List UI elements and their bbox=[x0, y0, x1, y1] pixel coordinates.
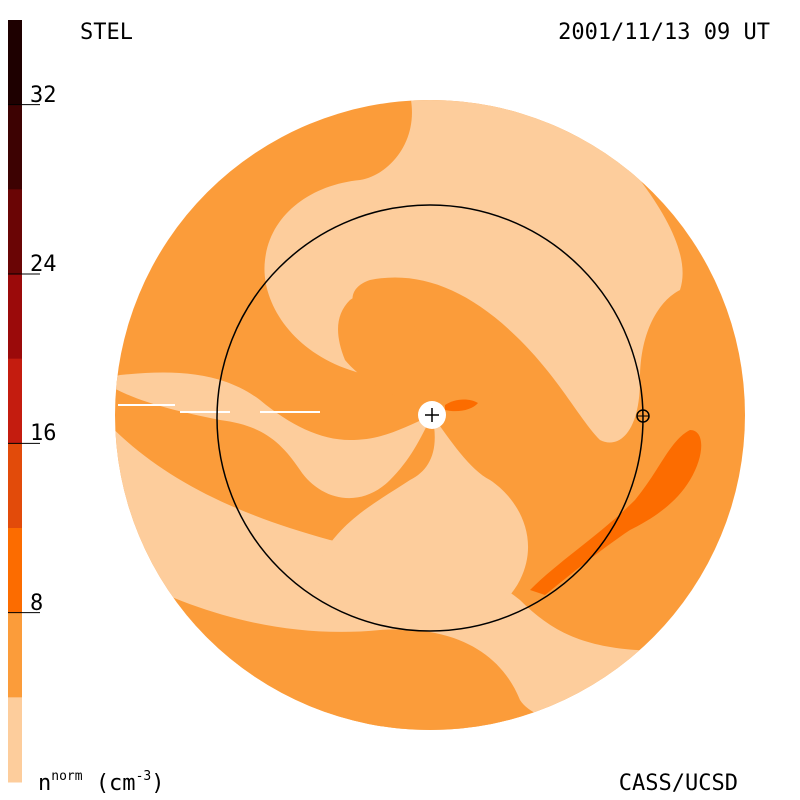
colorbar-tick-label: 8 bbox=[30, 590, 44, 616]
colorbar-segment bbox=[8, 528, 22, 614]
instrument-title: STEL bbox=[80, 20, 133, 45]
unit-close: ) bbox=[151, 771, 165, 796]
dense-streak-right bbox=[530, 430, 702, 595]
dense-blob-center bbox=[445, 399, 478, 412]
colorbar-tick-label: 32 bbox=[30, 82, 57, 108]
unit-sup-exp: -3 bbox=[135, 769, 152, 784]
unit-open: (cm bbox=[95, 771, 136, 796]
colorbar-segment bbox=[8, 189, 22, 275]
colorbar-segment bbox=[8, 443, 22, 529]
colorbar-tick-label: 24 bbox=[30, 252, 57, 277]
colorbar-segment bbox=[8, 358, 22, 444]
orange-swirl-core bbox=[338, 292, 499, 415]
colorbar-segment bbox=[8, 274, 22, 360]
colorbar bbox=[8, 20, 40, 783]
data-gap-streaks bbox=[118, 404, 320, 413]
timestamp: 2001/11/13 09 UT bbox=[558, 20, 770, 45]
light-swirl-lower bbox=[314, 415, 529, 627]
light-wedge-left bbox=[115, 372, 432, 498]
credit-label: CASS/UCSD bbox=[618, 771, 738, 796]
colorbar-tick-label: 16 bbox=[30, 421, 57, 447]
unit-base: n bbox=[38, 771, 52, 796]
sun-icon bbox=[418, 401, 446, 429]
colorbar-segment bbox=[8, 612, 22, 698]
colorbar-segment bbox=[8, 104, 22, 190]
colorbar-segment bbox=[8, 20, 22, 106]
earth-icon bbox=[636, 409, 650, 423]
colorbar-segment bbox=[8, 697, 22, 783]
colorbar-unit-label: nnorm (cm-3) bbox=[38, 769, 164, 796]
unit-sup-norm: norm bbox=[51, 769, 83, 784]
